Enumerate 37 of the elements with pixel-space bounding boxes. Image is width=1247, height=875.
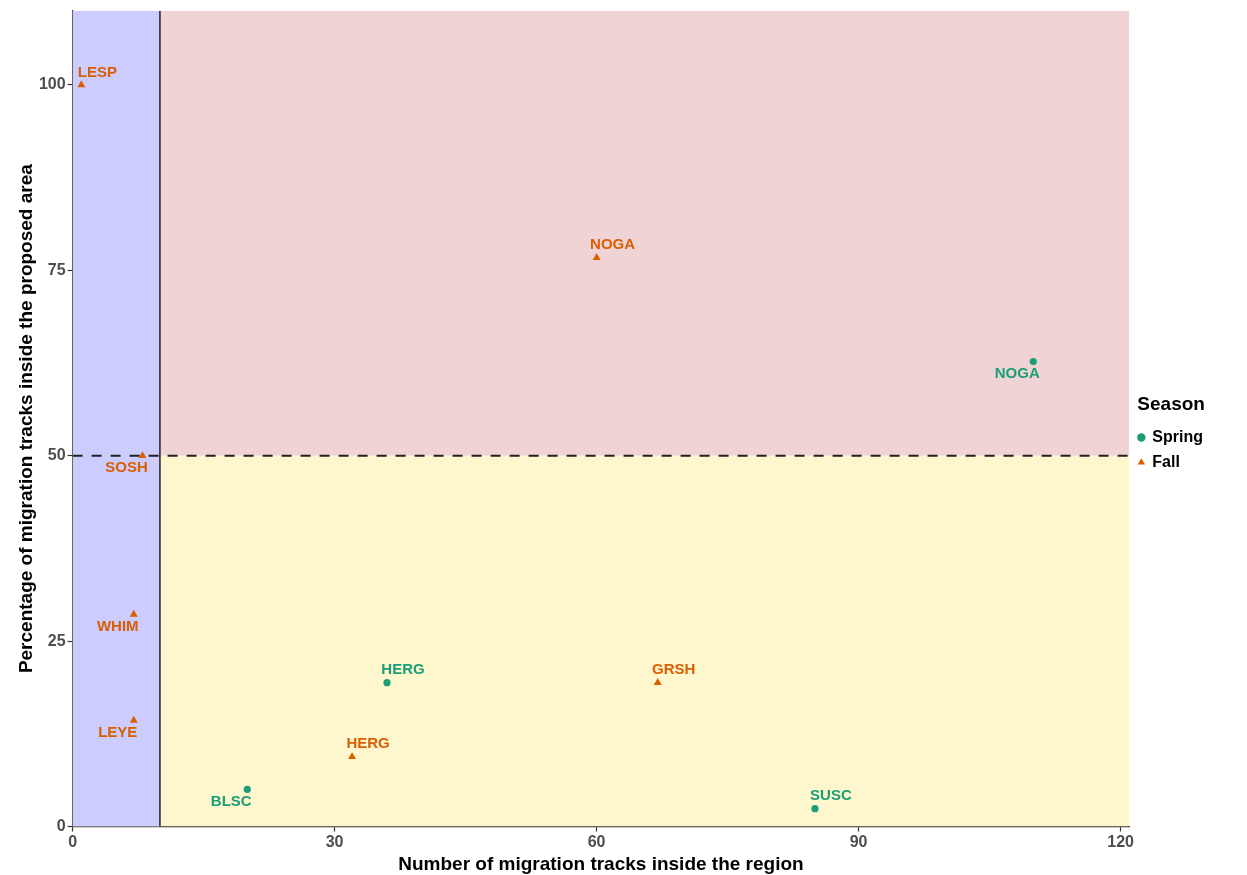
annotation: SOSH	[105, 458, 148, 476]
y-axis-title: Percentage of migration tracks inside the proposed area	[14, 163, 36, 674]
annotation: WHIM	[96, 617, 139, 635]
point	[77, 80, 86, 88]
point	[129, 609, 138, 617]
point	[592, 253, 601, 261]
point	[243, 785, 251, 794]
point	[1029, 357, 1037, 366]
x-tick-label: 90	[849, 832, 868, 850]
point	[653, 678, 662, 685]
legend-title: Season	[1137, 393, 1205, 415]
y-tick-label: 25	[47, 631, 66, 649]
x-tick-label: 120	[1107, 832, 1135, 850]
x-tick-label: 30	[325, 832, 344, 850]
point	[383, 679, 391, 687]
annotation: GRSH	[652, 660, 696, 678]
point	[811, 805, 819, 813]
annotation: SUSC	[810, 786, 852, 804]
annotation: LEYE	[98, 723, 138, 741]
x-tick-label: 0	[68, 832, 78, 850]
y-tick-label: 0	[56, 816, 66, 834]
x-tick-label: 60	[587, 832, 606, 850]
x-axis-title: Number of migration tracks inside the region	[398, 852, 804, 874]
annotation: BLSC	[210, 792, 252, 810]
annotation: LESP	[77, 62, 117, 80]
point	[348, 752, 357, 760]
annotation: NOGA	[994, 364, 1040, 382]
point	[138, 451, 147, 459]
y-tick-label: 75	[47, 260, 66, 278]
annotation: HERG	[346, 734, 390, 752]
y-tick-label: 100	[38, 75, 66, 93]
legend-label: Fall	[1152, 452, 1180, 470]
annotation: HERG	[381, 660, 425, 678]
annotation: NOGA	[590, 235, 636, 253]
legend-label: Spring	[1152, 427, 1204, 445]
y-tick-label: 50	[47, 446, 66, 464]
point	[129, 715, 138, 723]
